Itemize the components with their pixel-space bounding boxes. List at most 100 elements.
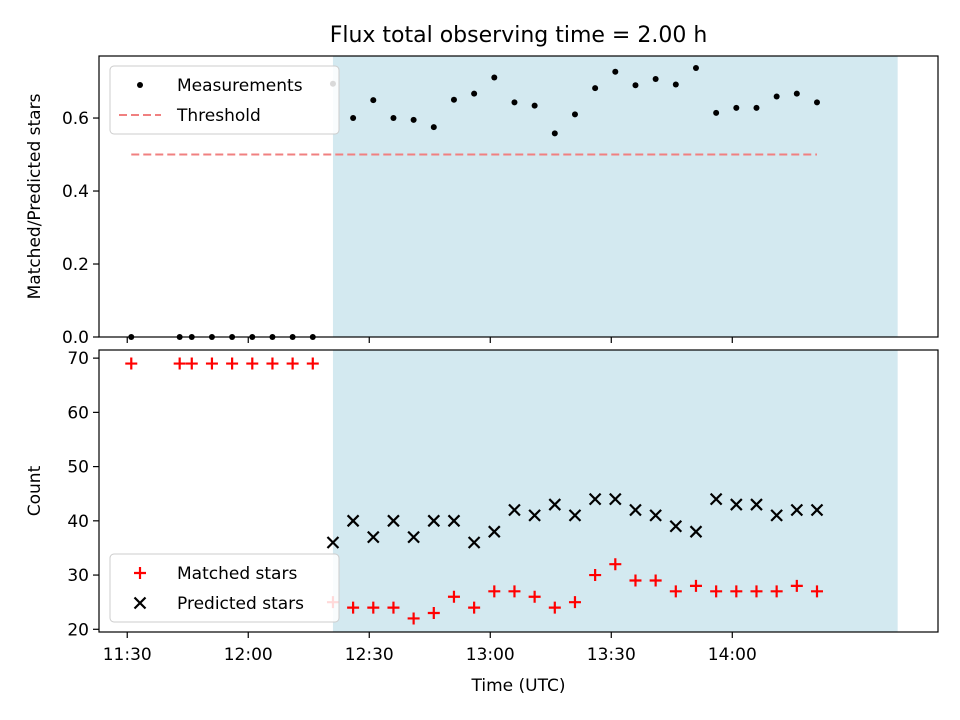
legend-item: Measurements <box>137 76 303 96</box>
legend-item: Threshold <box>119 106 261 126</box>
y-axis-label: Matched/Predicted stars <box>25 93 45 299</box>
data-point <box>649 509 662 522</box>
data-point <box>531 102 538 109</box>
data-point <box>568 509 582 522</box>
data-point <box>692 65 699 72</box>
data-point <box>528 509 541 522</box>
data-point <box>447 514 461 528</box>
data-point <box>672 81 679 88</box>
data-point <box>609 558 622 571</box>
data-point <box>450 96 457 103</box>
data-point <box>427 514 441 528</box>
legend-marker <box>133 596 147 610</box>
x-axis-label: Time (UTC) <box>471 676 566 696</box>
data-point <box>750 498 763 511</box>
x-tick-label: 12:30 <box>345 645 394 665</box>
x-tick-label: 12:00 <box>224 645 273 665</box>
data-point <box>609 492 622 506</box>
y-tick-label: 40 <box>67 512 89 532</box>
axes-frame <box>98 55 939 338</box>
data-point <box>689 579 702 592</box>
legend-item: Predicted stars <box>133 594 304 614</box>
data-point <box>713 109 720 116</box>
x-tick-label: 14:00 <box>708 645 757 665</box>
data-point <box>468 601 481 614</box>
data-point <box>790 503 804 517</box>
y-tick-label: 0.0 <box>62 328 89 348</box>
legend: Measurements Threshold <box>109 65 340 135</box>
data-point <box>753 104 760 111</box>
data-point <box>185 357 198 370</box>
observing-span-shade <box>332 350 898 632</box>
data-point <box>770 585 783 598</box>
data-point <box>205 357 218 370</box>
data-point <box>370 97 377 104</box>
data-point <box>350 115 357 122</box>
series-measurements <box>128 65 820 340</box>
data-point <box>632 82 639 89</box>
y-tick-label: 50 <box>67 458 89 478</box>
data-point <box>387 514 400 528</box>
data-point <box>347 601 360 614</box>
data-point <box>730 498 743 511</box>
data-point <box>588 492 602 506</box>
x-tick-label: 11:30 <box>103 645 152 665</box>
data-point <box>447 590 460 603</box>
data-point <box>390 115 397 122</box>
data-point <box>773 93 780 100</box>
y-tick-label: 30 <box>67 566 89 586</box>
x-tick-label: 13:30 <box>587 645 636 665</box>
data-point <box>813 99 820 106</box>
data-point <box>589 569 602 582</box>
data-point <box>508 585 521 598</box>
chart-title: Flux total observing time = 2.00 h <box>330 23 708 48</box>
data-point <box>367 530 380 544</box>
y-tick-label: 0.6 <box>62 109 89 129</box>
legend-label: Matched stars <box>177 564 297 584</box>
data-point <box>750 585 763 598</box>
y-tick-label: 60 <box>67 403 89 423</box>
legend-item: Matched stars <box>134 564 297 584</box>
data-point <box>491 74 498 81</box>
data-point <box>669 519 683 533</box>
data-point <box>793 90 800 97</box>
data-point <box>629 574 642 587</box>
data-point <box>528 590 541 603</box>
data-point <box>508 503 521 517</box>
data-point <box>571 111 578 118</box>
data-point <box>629 503 642 517</box>
data-point <box>387 601 400 614</box>
data-point <box>710 585 723 598</box>
legend-box <box>109 65 340 135</box>
panel-ratio: Flux total observing time = 2.00 h 0.0 0.2… <box>25 23 939 348</box>
data-point <box>770 509 783 522</box>
data-point <box>367 601 380 614</box>
data-point <box>649 574 662 587</box>
data-point <box>669 585 682 598</box>
data-point <box>467 536 481 549</box>
data-point <box>511 99 518 106</box>
data-point <box>407 530 420 544</box>
series-predicted-stars <box>326 492 824 549</box>
legend-label: Threshold <box>176 106 261 126</box>
legend-marker <box>134 567 146 579</box>
data-point <box>730 585 743 598</box>
y-tick-label: 70 <box>67 349 89 369</box>
data-point <box>733 104 740 111</box>
data-point <box>488 585 501 598</box>
series-matched-stars <box>125 357 823 625</box>
panel-count: 20 30 40 50 60 70 11:30 12:00 12:30 13:00 13:30 14:… <box>25 349 939 696</box>
data-point <box>790 579 803 592</box>
data-point <box>592 85 599 92</box>
observing-span-shade <box>332 56 898 337</box>
data-point <box>548 601 561 614</box>
data-point <box>810 503 824 517</box>
data-point <box>346 514 360 528</box>
y-tick-label: 0.2 <box>62 255 89 275</box>
data-point <box>471 90 478 97</box>
data-point <box>568 596 581 609</box>
data-point <box>306 357 319 370</box>
data-point <box>246 357 259 370</box>
data-point <box>709 492 723 506</box>
